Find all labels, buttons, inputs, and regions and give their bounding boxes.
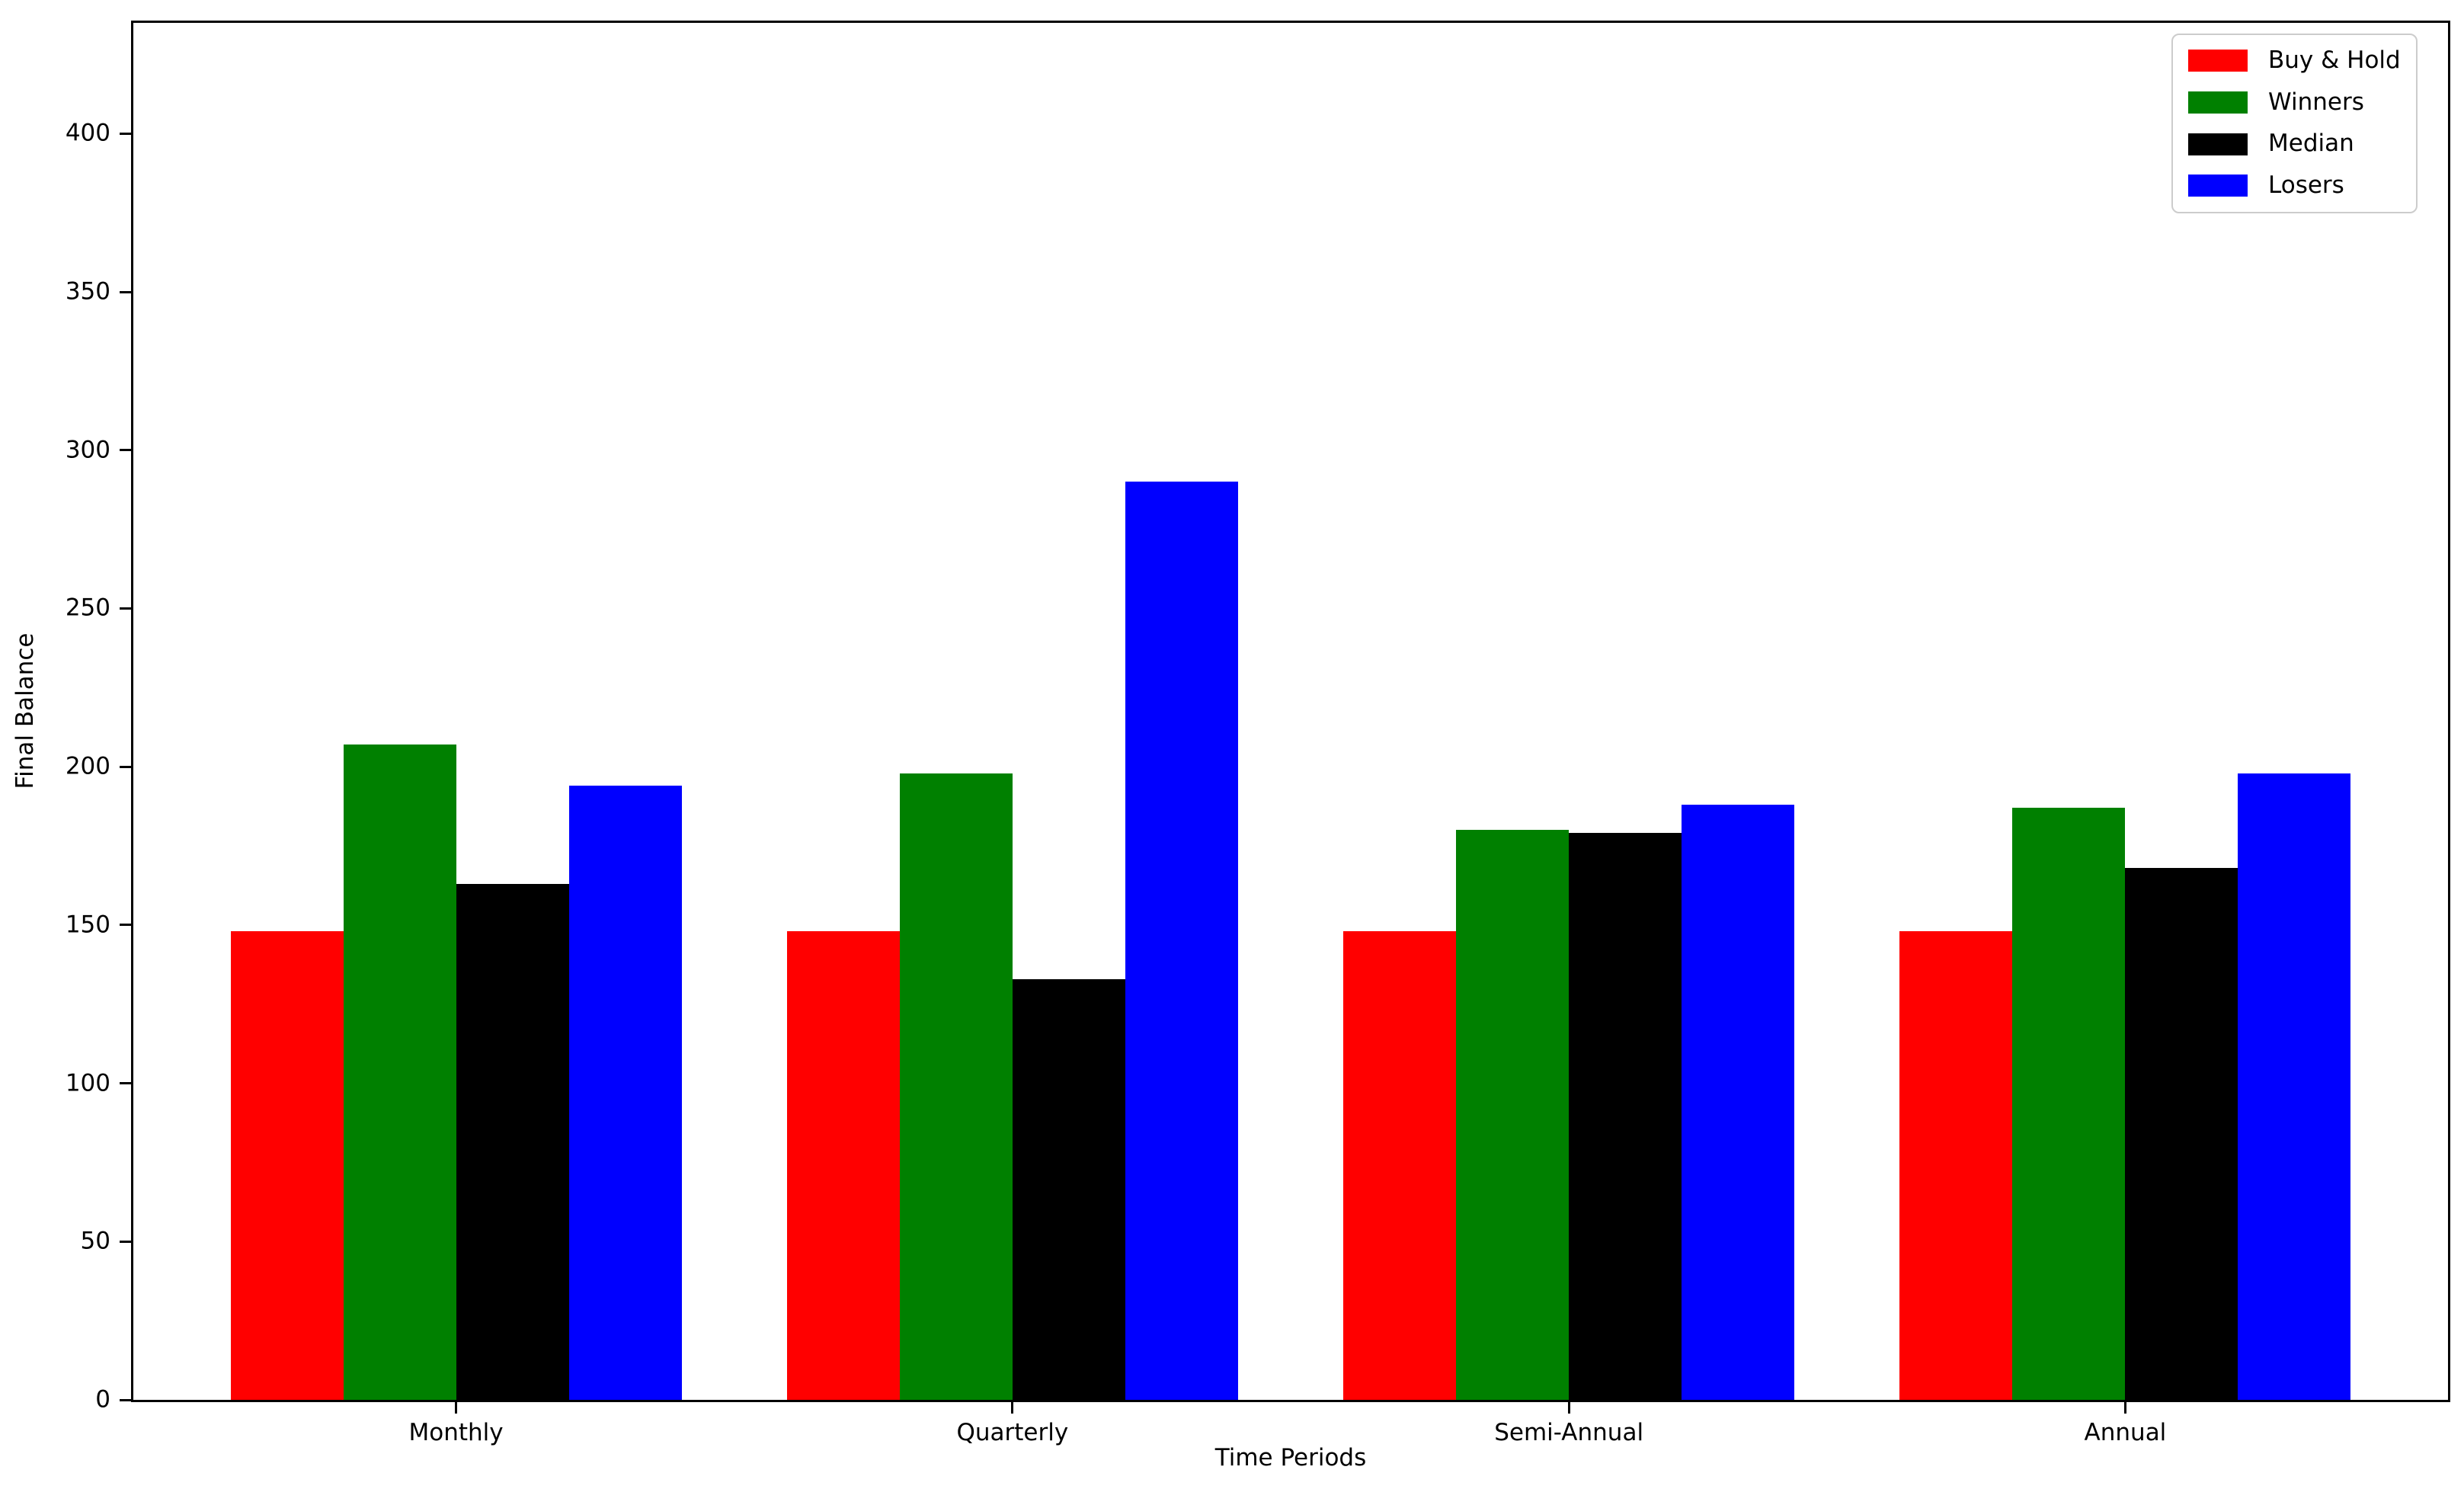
y-tick-mark (120, 1082, 131, 1085)
bar-semi-annual-median (1569, 833, 1682, 1400)
legend-item-median: Median (2188, 130, 2401, 158)
legend-item-buy-hold: Buy & Hold (2188, 46, 2401, 75)
y-tick-label: 350 (65, 277, 110, 306)
bar-annual-buy-hold (1899, 931, 2013, 1400)
bar-group-semi-annual (1343, 23, 1795, 1400)
x-tick-label-annual: Annual (2084, 1419, 2167, 1446)
x-tick-mark (1011, 1402, 1014, 1414)
bar-annual-losers (2238, 773, 2351, 1400)
y-tick-mark (120, 132, 131, 135)
bar-quarterly-buy-hold (786, 931, 900, 1400)
y-tick-label: 250 (65, 594, 110, 622)
bar-semi-annual-buy-hold (1343, 931, 1457, 1400)
bar-monthly-buy-hold (230, 931, 344, 1400)
y-tick-mark (120, 1240, 131, 1243)
legend-item-losers: Losers (2188, 171, 2401, 200)
y-tick-label: 200 (65, 752, 110, 780)
legend-swatch-winners (2188, 91, 2248, 114)
bar-group-quarterly (786, 23, 1238, 1400)
bar-monthly-winners (343, 744, 456, 1400)
legend-item-winners: Winners (2188, 88, 2401, 117)
y-tick-mark (120, 290, 131, 293)
bar-monthly-losers (568, 786, 682, 1400)
legend-swatch-buy-hold (2188, 50, 2248, 72)
legend-swatch-median (2188, 133, 2248, 155)
y-tick-label: 300 (65, 436, 110, 464)
x-tick-mark (455, 1402, 458, 1414)
bar-quarterly-median (1012, 978, 1125, 1400)
y-tick-label: 50 (80, 1227, 110, 1255)
x-tick-label-quarterly: Quarterly (956, 1419, 1069, 1446)
legend-label-winners: Winners (2268, 88, 2364, 116)
plot-area: 0 50 100 150 200 250 300 350 400 Monthly Quarterl… (66, 21, 2450, 1445)
legend-label-buy-hold: Buy & Hold (2268, 46, 2401, 74)
y-axis-ticks: 0 50 100 150 200 250 300 350 400 (66, 23, 2448, 1411)
x-tick-mark (2123, 1402, 2126, 1414)
bar-semi-annual-losers (1682, 805, 1795, 1400)
y-tick-label: 400 (65, 119, 110, 147)
x-axis-label: Time Periods (1214, 1444, 1367, 1471)
bar-group-annual (1899, 23, 2351, 1400)
y-tick-label: 0 (95, 1385, 110, 1414)
bar-quarterly-losers (1125, 482, 1238, 1400)
y-tick-mark (120, 1398, 131, 1401)
x-tick-mark (1567, 1402, 1570, 1414)
bar-monthly-median (456, 883, 569, 1400)
x-axis-ticks: Monthly Quarterly Semi-Annual Annual (133, 23, 2448, 1445)
bar-quarterly-winners (899, 773, 1013, 1400)
y-tick-mark (120, 607, 131, 610)
legend-label-losers: Losers (2268, 171, 2344, 199)
x-tick-label-monthly: Monthly (408, 1419, 504, 1446)
y-tick-label: 100 (65, 1069, 110, 1097)
x-tick-label-semi-annual: Semi-Annual (1494, 1419, 1644, 1446)
legend-swatch-losers (2188, 175, 2248, 197)
legend-label-median: Median (2268, 130, 2354, 158)
y-tick-label: 150 (65, 911, 110, 939)
legend: Buy & Hold Winners Median Losers (2171, 34, 2418, 213)
y-tick-mark (120, 449, 131, 452)
bar-annual-winners (2012, 808, 2126, 1400)
bar-group-monthly (230, 23, 682, 1400)
y-axis-label: Final Balance (11, 632, 39, 789)
bars-layer (133, 23, 2448, 1400)
bar-semi-annual-winners (1456, 830, 1570, 1400)
y-tick-mark (120, 765, 131, 768)
bar-annual-median (2125, 868, 2238, 1400)
y-tick-mark (120, 924, 131, 927)
